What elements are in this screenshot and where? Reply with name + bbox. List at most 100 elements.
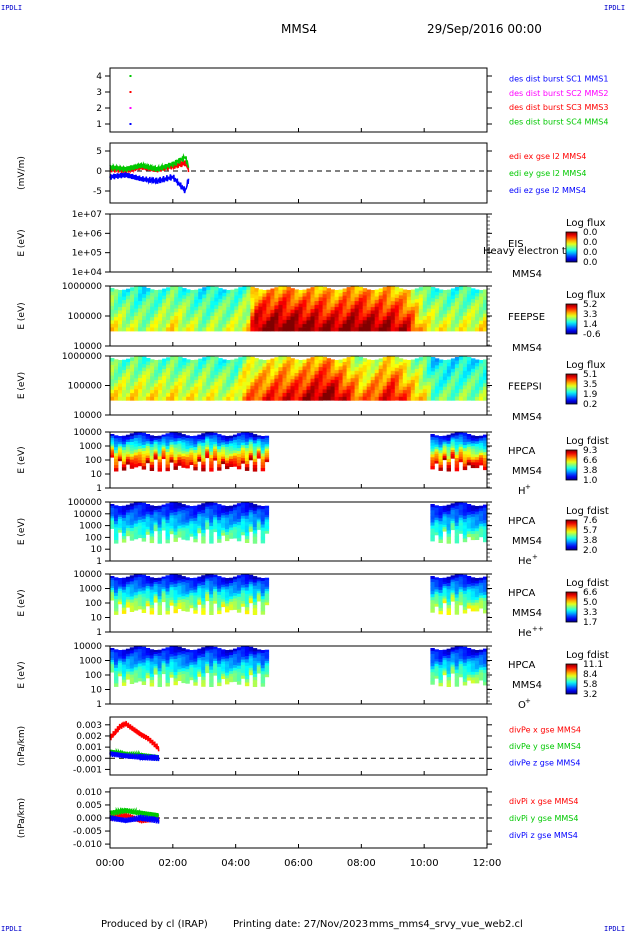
panel-hpca_hepp-cell [117, 588, 123, 592]
panel-feepse-cell [422, 327, 428, 332]
panel-feepsi-cell [418, 389, 424, 394]
panel-feepse-cell [434, 327, 440, 332]
panel-hpca_o-cell [133, 655, 139, 659]
panel-hpca_hepp-cell [430, 600, 435, 604]
panel-feepsi-cell [471, 368, 476, 373]
panel-feepsi-cell [282, 367, 287, 372]
panel-feepsi-cell [483, 393, 488, 398]
panel-hpca_he-cell [161, 513, 166, 516]
panel-hpca_hepp-cell [153, 580, 158, 583]
panel-hpca_o-cell [110, 662, 115, 665]
panel-feepse-cell [122, 306, 127, 311]
panel-feepse-cell [394, 312, 400, 317]
panel-hpca_hepp-cell [201, 611, 206, 615]
panel-hpca_hepp-cell [153, 582, 158, 585]
panel-feepsi-cell [126, 358, 131, 363]
panel-hpca_o-cell [248, 649, 254, 652]
panel-feepsi-cell [194, 393, 199, 398]
panel-hpca_hepp-cell [149, 577, 155, 581]
panel-hpca_h-cell [454, 435, 460, 440]
panel-hpca_o-cell [165, 653, 170, 658]
panel-hpca_hepp-cell [458, 594, 464, 598]
panel-feepse-cell [394, 327, 400, 332]
panel-feepsi-cell [218, 375, 223, 380]
panel-hpca_he-cell [110, 518, 115, 521]
panel-feepsi-cell [238, 396, 243, 401]
panel-hpca_h-cell [260, 450, 266, 454]
panel-hpca_o-cell [110, 670, 115, 673]
panel-hpca_o-cell [181, 674, 186, 678]
panel-feepse-colorbar-tick: 1.4 [583, 320, 598, 330]
panel-hpca_hepp-cell [483, 591, 488, 596]
panel-hpca_he-cell [260, 521, 266, 525]
panel-feepsi-cell [354, 396, 359, 401]
panel-feepsi-cell [438, 373, 444, 377]
panel-feepsi-cell [210, 396, 215, 401]
panel-feepse-cell [326, 320, 331, 325]
panel-feepse-cell [262, 320, 267, 325]
panel-feepse-cell [266, 320, 271, 325]
panel-hpca_he-cell [240, 515, 246, 519]
panel-feepsi-cell [130, 393, 135, 398]
panel-hpca_he-cell [117, 525, 123, 529]
panel-hpca_h-cell [213, 439, 218, 443]
panel-feepse-cell [226, 327, 231, 332]
panel-hpca_he-cell [466, 531, 472, 535]
panel-feepsi-cell [230, 376, 235, 381]
panel-hpca_hepp-cell [221, 601, 226, 605]
panel-feepsi-cell [434, 389, 440, 394]
panel-eis-colorbar-tick: 0.0 [583, 238, 598, 248]
panel-feepse-cell [422, 293, 428, 298]
panel-hpca_o-cell [177, 649, 182, 653]
panel-hpca_o-cell [193, 670, 198, 674]
panel-hpca_hepp-cell [240, 574, 246, 578]
panel-hpca_o-cell [213, 665, 218, 669]
panel-hpca_hepp-cell [221, 584, 226, 588]
panel-hpca_o-cell [165, 663, 170, 668]
panel-feepse-cell [246, 319, 251, 324]
panel-feepse-cell [406, 290, 412, 294]
panel-feepsi-cell [294, 386, 299, 391]
panel-hpca_he-cell [117, 510, 123, 513]
panel-feepsi-cell [410, 390, 416, 394]
panel-hpca_he-cell [110, 520, 115, 523]
panel-feepse-cell [194, 306, 199, 311]
panel-hpca_o-cell [209, 666, 214, 671]
panel-hpca_hepp-cell [466, 581, 472, 585]
panel-hpca_he-cell [483, 538, 488, 543]
panel-hpca_hepp-cell [236, 581, 242, 585]
panel-feepse-cell [130, 327, 135, 332]
panel-feepse-cell [174, 297, 179, 302]
panel-hpca_he-cell [157, 537, 162, 541]
panel-hpca_he-cell [256, 521, 262, 524]
panel-hpca_hepp-cell [197, 576, 202, 580]
panel-feepse-cell [418, 294, 424, 299]
panel-feepse-cell [410, 296, 416, 301]
panel-hpca_hepp-cell [474, 602, 480, 606]
panel-feepsi-cell [458, 392, 464, 397]
panel-feepse-cell [302, 313, 307, 318]
panel-feepsi-cell [166, 375, 171, 380]
panel-hpca_h-cell [244, 444, 250, 449]
panel-hpca_he-cell [225, 529, 230, 533]
panel-hpca_he-cell [225, 526, 230, 530]
panel-feepse-cell [238, 290, 243, 295]
panel-feepse-cell [254, 306, 259, 310]
panel-hpca_hepp-cell [121, 583, 127, 588]
panel-hpca_hepp-cell [141, 600, 147, 604]
panel-feepsi-cell [130, 368, 135, 372]
panel-hpca_h-ytick-label: 10000 [73, 428, 102, 438]
panel-hpca_h-cell [129, 462, 135, 466]
panel-hpca_h-cell [474, 436, 480, 439]
panel-feepsi-cell [214, 367, 219, 372]
panel-feepse-cell [471, 291, 476, 296]
panel-feepse-cell [330, 296, 335, 301]
panel-hpca_he-cell [117, 508, 123, 511]
panel-feepsi-cell [226, 373, 231, 378]
panel-hpca_hepp-cell [185, 605, 190, 609]
panel-hpca_o-cell [137, 657, 143, 661]
panel-feepsi-cell [218, 361, 223, 366]
panel-hpca_h-cell [240, 445, 246, 449]
panel-hpca_he-cell [450, 525, 455, 528]
panel-hpca_h-cell [466, 436, 472, 440]
